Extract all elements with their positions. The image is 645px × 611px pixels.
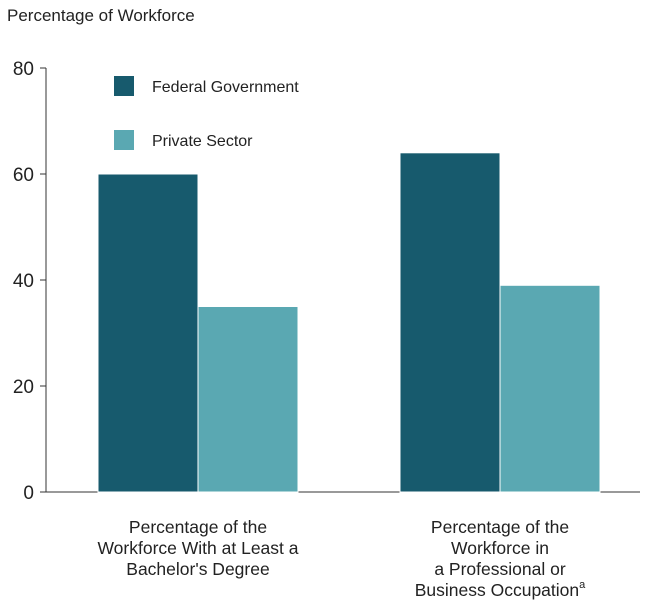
y-axis-unit-label: Percentage of Workforce	[7, 6, 195, 25]
y-tick-label: 20	[13, 377, 34, 398]
legend-label: Federal Government	[152, 79, 299, 96]
legend-swatch	[114, 130, 134, 150]
axes: 0 20 40 60 80	[13, 59, 640, 504]
y-tick-label: 80	[13, 59, 34, 80]
y-tick-label: 60	[13, 165, 34, 186]
bar-private-sector	[499, 284, 601, 493]
bars	[97, 152, 601, 493]
bar-private-sector	[197, 306, 299, 493]
legend: Federal Government Private Sector	[114, 76, 299, 150]
bar-federal-government	[97, 173, 199, 493]
category-labels: Percentage of the Workforce With at Least…	[97, 517, 586, 600]
category-label: Percentage of the Workforce With at Least…	[97, 517, 298, 579]
legend-label: Private Sector	[152, 133, 253, 150]
legend-swatch	[114, 76, 134, 96]
y-tick-label: 0	[23, 483, 34, 504]
category-label: Percentage of the Workforce in a Professio…	[415, 517, 586, 600]
y-tick-label: 40	[13, 271, 34, 292]
bar-federal-government	[399, 152, 501, 493]
